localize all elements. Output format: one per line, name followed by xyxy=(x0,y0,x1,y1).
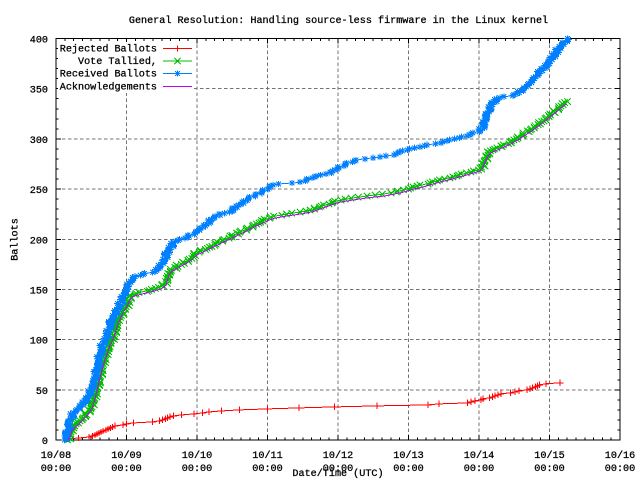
svg-text:00:00: 00:00 xyxy=(464,464,494,475)
svg-text:200: 200 xyxy=(30,236,48,247)
svg-text:10/08: 10/08 xyxy=(41,450,71,462)
svg-text:150: 150 xyxy=(30,286,48,297)
svg-text:10/13: 10/13 xyxy=(393,450,423,462)
svg-text:00:00: 00:00 xyxy=(111,464,141,475)
svg-text:Acknowledgements: Acknowledgements xyxy=(60,81,157,93)
svg-text:00:00: 00:00 xyxy=(182,464,212,475)
svg-text:50: 50 xyxy=(36,387,48,398)
svg-text:250: 250 xyxy=(30,186,48,197)
svg-text:300: 300 xyxy=(30,136,48,147)
svg-text:400: 400 xyxy=(30,36,48,47)
svg-text:Date/Time (UTC): Date/Time (UTC) xyxy=(292,468,383,480)
svg-text:00:00: 00:00 xyxy=(41,464,71,475)
svg-text:10/10: 10/10 xyxy=(182,450,212,462)
svg-text:Received Ballots: Received Ballots xyxy=(60,68,157,80)
svg-text:Vote Tallied,: Vote Tallied, xyxy=(78,56,157,68)
svg-text:00:00: 00:00 xyxy=(393,464,423,475)
svg-text:Ballots: Ballots xyxy=(10,218,22,261)
svg-text:10/11: 10/11 xyxy=(252,450,282,462)
svg-text:10/09: 10/09 xyxy=(111,450,141,462)
svg-text:10/12: 10/12 xyxy=(323,450,353,462)
svg-text:00:00: 00:00 xyxy=(534,464,564,475)
svg-text:10/15: 10/15 xyxy=(534,450,564,462)
svg-text:00:00: 00:00 xyxy=(605,464,635,475)
svg-text:350: 350 xyxy=(30,86,48,97)
svg-text:10/16: 10/16 xyxy=(605,450,635,462)
svg-text:Rejected Ballots: Rejected Ballots xyxy=(60,43,157,55)
svg-text:00:00: 00:00 xyxy=(252,464,282,475)
svg-text:General Resolution: Handling s: General Resolution: Handling source-less… xyxy=(129,15,548,27)
svg-text:0: 0 xyxy=(42,437,48,448)
svg-text:10/14: 10/14 xyxy=(464,450,494,462)
svg-text:100: 100 xyxy=(30,337,48,348)
svg-text:00:00: 00:00 xyxy=(323,464,353,475)
